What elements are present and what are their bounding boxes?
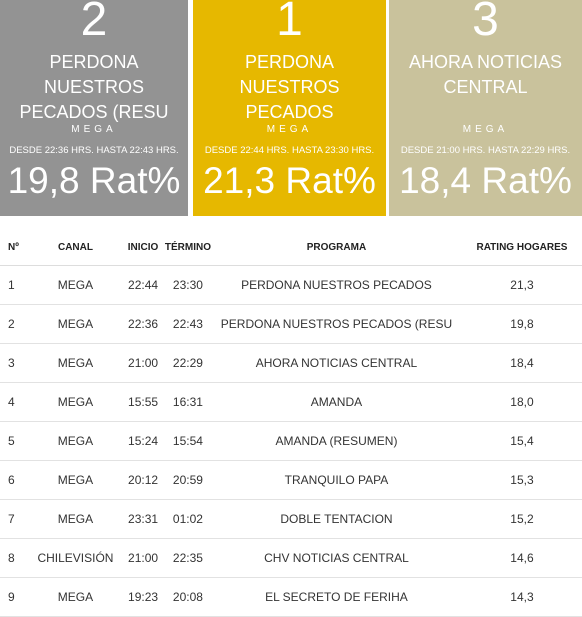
cell-programa: AHORA NOTICIAS CENTRAL [210,343,462,383]
ratings-table: Nº CANAL INICIO TÉRMINO PROGRAMA RATING … [0,229,582,617]
cell-rating: 14,3 [461,577,582,617]
card-schedule: DESDE 22:36 HRS. HASTA 22:43 HRS. [9,145,179,156]
cell-programa: TRANQUILO PAPA [210,460,462,500]
cell-num: 9 [0,577,30,617]
cell-rating: 15,3 [461,460,582,500]
cell-canal: MEGA [29,304,122,344]
cell-termino: 22:29 [164,343,211,383]
header-termino: TÉRMINO [164,229,211,266]
cell-inicio: 19:23 [121,577,165,617]
cell-canal: MEGA [29,343,122,383]
cell-num: 2 [0,304,30,344]
card-rank: 2 [80,0,108,46]
card-program: PERDONA NUESTROS PECADOS [239,52,340,122]
cell-num: 6 [0,460,30,500]
cell-inicio: 22:44 [121,265,165,305]
cell-canal: MEGA [29,265,122,305]
cell-num: 3 [0,343,30,383]
cell-inicio: 15:24 [121,421,165,461]
cell-num: 7 [0,499,30,539]
card-schedule: DESDE 22:44 HRS. HASTA 23:30 HRS. [204,145,375,156]
table-row[interactable]: 7 MEGA 23:31 01:02 DOBLE TENTACION 15,2 [0,499,582,539]
cell-inicio: 21:00 [121,538,165,578]
table-row[interactable]: 1 MEGA 22:44 23:30 PERDONA NUESTROS PECADOS 2… [0,265,582,305]
ranking-card-first[interactable]: 1 PERDONA NUESTROS PECADOS MEGA DESDE 22… [193,0,386,216]
cell-rating: 15,2 [461,499,582,539]
cell-termino: 20:59 [164,460,211,500]
cell-inicio: 20:12 [121,460,165,500]
cell-programa: AMANDA [210,382,462,422]
cell-num: 5 [0,421,30,461]
cell-canal: MEGA [29,382,122,422]
cell-rating: 21,3 [461,265,582,305]
cell-termino: 22:43 [164,304,211,344]
cell-num: 1 [0,265,30,305]
card-schedule: DESDE 21:00 HRS. HASTA 22:29 HRS. [400,145,571,156]
table-row[interactable]: 6 MEGA 20:12 20:59 TRANQUILO PAPA 15,3 [0,460,582,500]
table-header-row: Nº CANAL INICIO TÉRMINO PROGRAMA RATING … [0,229,582,266]
cell-rating: 18,0 [461,382,582,422]
cell-inicio: 15:55 [121,382,165,422]
cell-termino: 15:54 [164,421,211,461]
table-row[interactable]: 5 MEGA 15:24 15:54 AMANDA (RESUMEN) 15,4 [0,421,582,461]
cell-termino: 23:30 [164,265,211,305]
card-rank: 3 [472,0,499,46]
top-ranking-cards: 2 PERDONA NUESTROS PECADOS (RESU MEGA DE… [0,0,582,216]
cell-rating: 19,8 [461,304,582,344]
ranking-card-second[interactable]: 2 PERDONA NUESTROS PECADOS (RESU MEGA DE… [0,0,188,216]
cell-canal: CHILEVISIÓN [29,538,122,578]
cell-programa: DOBLE TENTACION [210,499,462,539]
cell-inicio: 21:00 [121,343,165,383]
table-row[interactable]: 4 MEGA 15:55 16:31 AMANDA 18,0 [0,382,582,422]
cell-termino: 20:08 [164,577,211,617]
cell-rating: 14,6 [461,538,582,578]
card-channel: MEGA [266,124,313,135]
table-row[interactable]: 8 CHILEVISIÓN 21:00 22:35 CHV NOTICIAS CENTR… [0,538,582,578]
card-program: PERDONA NUESTROS PECADOS (RESU [19,52,169,122]
table-row[interactable]: 2 MEGA 22:36 22:43 PERDONA NUESTROS PECADOS … [0,304,582,344]
cell-num: 8 [0,538,30,578]
card-program: AHORA NOTICIAS CENTRAL [408,52,563,97]
cell-termino: 16:31 [164,382,211,422]
table-row[interactable]: 3 MEGA 21:00 22:29 AHORA NOTICIAS CENTRAL 18,… [0,343,582,383]
cell-programa: PERDONA NUESTROS PECADOS [210,265,462,305]
header-num: Nº [0,229,30,266]
header-inicio: INICIO [121,229,165,266]
card-channel: MEGA [462,124,509,135]
cell-num: 4 [0,382,30,422]
header-canal: CANAL [29,229,122,266]
cell-rating: 15,4 [461,421,582,461]
cell-rating: 18,4 [461,343,582,383]
card-rating: 19,8 Rat% [7,160,181,201]
header-rating: RATING HOGARES [461,229,582,266]
cell-programa: EL SECRETO DE FERIHA [210,577,462,617]
cell-programa: AMANDA (RESUMEN) [210,421,462,461]
table-row[interactable]: 9 MEGA 19:23 20:08 EL SECRETO DE FERIHA 14,3 [0,577,582,617]
card-rank: 1 [276,0,303,46]
card-channel: MEGA [71,124,117,135]
header-programa: PROGRAMA [210,229,462,266]
cell-inicio: 23:31 [121,499,165,539]
card-rating: 21,3 Rat% [203,160,376,201]
cell-canal: MEGA [29,421,122,461]
card-rating: 18,4 Rat% [399,160,572,201]
cell-programa: CHV NOTICIAS CENTRAL [210,538,462,578]
ranking-card-third[interactable]: 3 AHORA NOTICIAS CENTRAL MEGA DESDE 21:0… [389,0,582,216]
cell-canal: MEGA [29,577,122,617]
cell-termino: 22:35 [164,538,211,578]
cell-canal: MEGA [29,499,122,539]
cell-inicio: 22:36 [121,304,165,344]
cell-canal: MEGA [29,460,122,500]
cell-termino: 01:02 [164,499,211,539]
cell-programa: PERDONA NUESTROS PECADOS (RESU [210,304,462,344]
